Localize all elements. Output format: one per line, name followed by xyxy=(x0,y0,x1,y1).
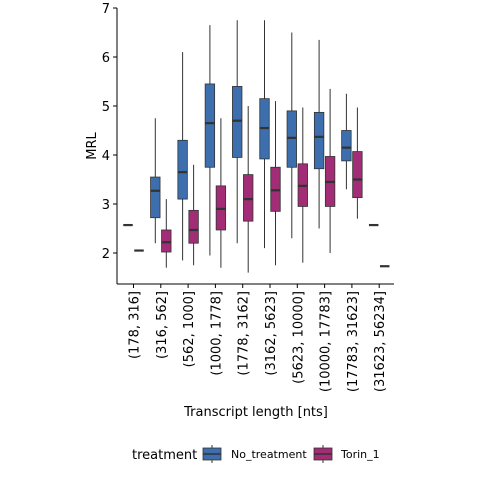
legend-title: treatment xyxy=(132,448,197,463)
box-Torin_1-5 xyxy=(270,101,281,266)
box-iqr xyxy=(204,83,216,168)
box-No_treatment-8 xyxy=(341,93,352,190)
y-axis-title: MRL xyxy=(85,132,100,160)
box-No_treatment-4 xyxy=(232,20,243,244)
box-Torin_1-2 xyxy=(188,164,199,266)
x-tick-label: (3162, 5623] xyxy=(264,291,279,376)
box-Torin_1-7 xyxy=(324,88,336,253)
box-iqr xyxy=(313,111,325,170)
y-tick-label: 4 xyxy=(102,149,110,164)
x-tick-label: (1000, 1778] xyxy=(209,291,224,376)
legend-key-Torin_1 xyxy=(313,445,333,463)
y-tick-label: 5 xyxy=(102,100,110,115)
box-iqr xyxy=(150,176,161,219)
y-tick-label: 2 xyxy=(102,247,110,262)
x-tick-label: (178, 316] xyxy=(128,291,143,359)
box-No_treatment-3 xyxy=(204,25,216,256)
y-axis-ticks: 2 3 4 5 6 7 xyxy=(102,2,117,262)
x-tick-label: (17783, 31623] xyxy=(346,291,361,392)
y-tick-label: 3 xyxy=(102,198,110,213)
box-iqr xyxy=(188,209,199,244)
box-Torin_1-4 xyxy=(243,106,254,273)
legend-key-No_treatment xyxy=(202,445,222,463)
y-tick-label: 6 xyxy=(102,51,110,66)
x-tick-label: (316, 562] xyxy=(155,291,170,359)
box-No_treatment-1 xyxy=(150,118,161,244)
box-No_treatment-2 xyxy=(177,52,188,261)
plot-boxes xyxy=(123,20,390,273)
box-Torin_1-8 xyxy=(352,107,363,219)
box-Torin_1-6 xyxy=(297,107,308,263)
box-iqr xyxy=(341,130,352,162)
legend-label: Torin_1 xyxy=(340,448,380,461)
x-tick-label: (562, 1000] xyxy=(182,291,197,367)
box-iqr xyxy=(352,151,363,199)
box-No_treatment-6 xyxy=(286,32,297,239)
box-No_treatment-7 xyxy=(313,39,325,229)
x-tick-label: (5623, 10000] xyxy=(291,291,306,384)
legend: treatment No_treatment Torin_1 xyxy=(132,445,380,463)
box-iqr xyxy=(161,229,172,253)
x-tick-label: (31623, 56234] xyxy=(373,291,388,392)
legend-label: No_treatment xyxy=(231,448,307,461)
box-iqr xyxy=(177,139,188,200)
box-iqr xyxy=(286,110,297,168)
box-iqr xyxy=(243,174,254,222)
x-axis-title: Transcript length [nts] xyxy=(183,405,328,420)
y-tick-label: 7 xyxy=(102,2,110,17)
box-iqr xyxy=(232,86,243,158)
x-tick-label: (10000, 17783] xyxy=(319,291,334,392)
x-axis-ticks: (178, 316] (316, 562] (562, 1000] (1000, 17… xyxy=(128,284,388,392)
box-No_treatment-5 xyxy=(259,20,270,249)
box-Torin_1-3 xyxy=(215,118,227,268)
x-tick-label: (1778, 3162] xyxy=(237,291,252,376)
box-Torin_1-1 xyxy=(161,199,172,268)
